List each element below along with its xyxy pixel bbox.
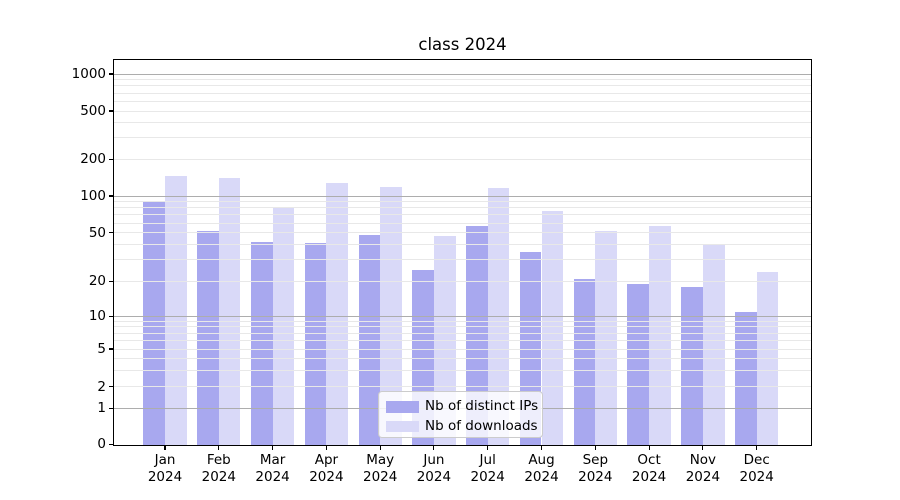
x-tick-label-aug: Aug 2024	[524, 452, 559, 485]
x-tick-mark	[702, 445, 704, 450]
bar-sep-downloads	[595, 230, 617, 445]
bar-jan-downloads	[165, 176, 187, 445]
x-tick-mark	[756, 445, 758, 450]
y-tick-label: 20	[88, 273, 106, 290]
x-tick-label-apr: Apr 2024	[309, 452, 344, 485]
legend-label-distinct-ips: Nb of distinct IPs	[425, 398, 539, 415]
bars-layer	[114, 60, 811, 445]
x-tick-mark	[379, 445, 381, 450]
x-tick-label-dec: Dec 2024	[739, 452, 774, 485]
y-tick-mark	[109, 73, 114, 75]
y-tick-label: 10	[88, 308, 106, 325]
legend-swatch-distinct-ips	[386, 401, 419, 413]
gridline-major	[114, 195, 811, 197]
y-tick-label: 50	[88, 224, 106, 241]
gridline-minor	[114, 85, 811, 87]
bar-nov-distinct-ips	[681, 286, 703, 445]
x-tick-label-feb: Feb 2024	[201, 452, 236, 485]
gridline-minor	[114, 110, 811, 112]
legend-item-downloads: Nb of downloads	[379, 417, 542, 437]
x-tick-mark	[648, 445, 650, 450]
bar-nov-downloads	[702, 244, 725, 445]
gridline-minor	[114, 280, 811, 282]
y-tick-label: 1000	[71, 66, 106, 82]
y-tick-mark	[109, 386, 114, 388]
chart-title: class 2024	[418, 35, 507, 54]
gridline-minor	[114, 137, 811, 139]
legend: Nb of distinct IPs Nb of downloads	[378, 391, 543, 438]
y-tick-label: 1	[97, 400, 106, 417]
bar-dec-distinct-ips	[735, 311, 757, 445]
gridline-minor	[114, 222, 811, 224]
gridline-minor	[114, 232, 811, 234]
x-tick-label-sep: Sep 2024	[578, 452, 613, 485]
gridline-minor	[114, 339, 811, 341]
bar-jul-distinct-ips	[466, 225, 488, 445]
gridline-minor	[114, 79, 811, 81]
x-tick-mark	[487, 445, 489, 450]
y-tick-mark	[109, 110, 114, 112]
gridline-major	[114, 315, 811, 317]
x-tick-mark	[218, 445, 220, 450]
y-tick-mark	[109, 232, 114, 234]
gridline-minor	[114, 100, 811, 102]
x-tick-mark	[325, 445, 327, 450]
x-tick-label-jan: Jan 2024	[147, 452, 183, 485]
x-tick-label-jul: Jul 2024	[470, 452, 505, 485]
y-tick-mark	[109, 158, 114, 160]
gridline-minor	[114, 207, 811, 209]
bar-sep-distinct-ips	[573, 278, 596, 445]
x-tick-mark	[433, 445, 435, 450]
x-tick-mark	[164, 445, 166, 450]
bar-feb-distinct-ips	[197, 230, 219, 445]
bar-apr-distinct-ips	[304, 243, 327, 445]
x-tick-label-nov: Nov 2024	[685, 452, 721, 485]
gridline-minor	[114, 201, 811, 203]
bar-mar-distinct-ips	[250, 241, 273, 445]
y-tick-label: 500	[80, 103, 106, 119]
bar-oct-distinct-ips	[627, 283, 650, 445]
y-tick-label: 200	[80, 151, 106, 168]
x-tick-label-may: May 2024	[363, 452, 398, 485]
x-tick-label-mar: Mar 2024	[255, 452, 290, 485]
gridline-minor	[114, 320, 811, 322]
x-tick-label-jun: Jun 2024	[416, 452, 452, 485]
gridline-minor	[114, 348, 811, 350]
y-tick-mark	[109, 348, 114, 350]
gridline-major	[114, 73, 811, 75]
gridline-minor	[114, 158, 811, 160]
bar-oct-downloads	[649, 225, 671, 445]
y-tick-label: 5	[97, 341, 106, 357]
gridline-minor	[114, 369, 811, 371]
gridline-minor	[114, 214, 811, 216]
y-tick-mark	[109, 195, 114, 197]
plot-area	[114, 60, 811, 445]
gridline-minor	[114, 122, 811, 124]
gridlines-layer	[114, 60, 811, 445]
bar-apr-downloads	[326, 182, 349, 445]
y-tick-mark	[109, 407, 114, 409]
x-tick-mark	[272, 445, 274, 450]
x-tick-mark	[594, 445, 596, 450]
legend-label-downloads: Nb of downloads	[425, 417, 538, 434]
bar-jan-distinct-ips	[143, 201, 165, 445]
legend-item-distinct-ips: Nb of distinct IPs	[379, 397, 542, 417]
y-tick-label: 100	[80, 188, 106, 204]
y-tick-mark	[109, 280, 114, 282]
gridline-minor	[114, 357, 811, 359]
y-tick-mark	[109, 443, 114, 445]
y-tick-label: 0	[97, 436, 106, 453]
gridline-minor	[114, 386, 811, 388]
y-tick-mark	[109, 315, 114, 317]
gridline-minor	[114, 259, 811, 261]
gridline-minor	[114, 332, 811, 334]
y-tick-label: 2	[97, 378, 106, 395]
x-tick-mark	[540, 445, 543, 450]
gridline-minor	[114, 92, 811, 94]
legend-swatch-downloads	[386, 420, 419, 432]
x-tick-label-oct: Oct 2024	[631, 452, 667, 485]
gridline-minor	[114, 326, 811, 328]
gridline-minor	[114, 244, 811, 245]
